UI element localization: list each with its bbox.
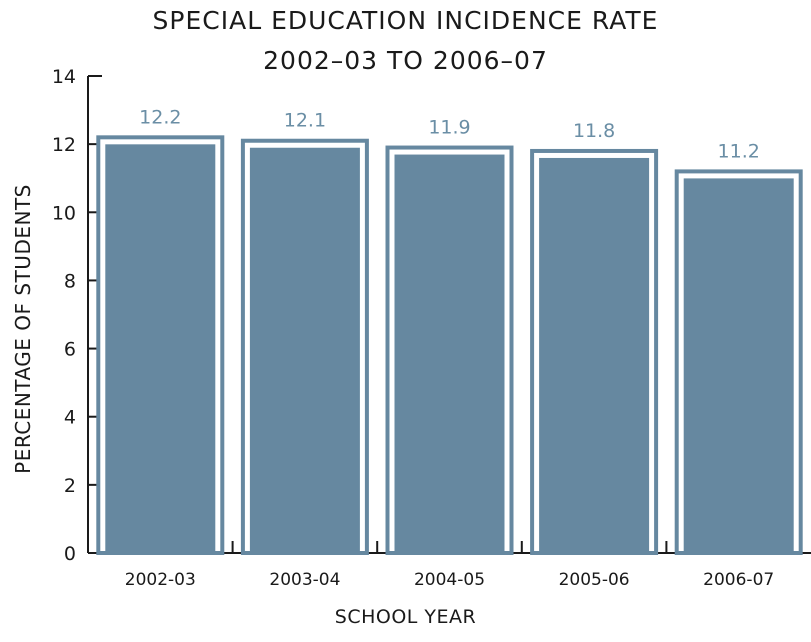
y-tick-label: 14 [52, 66, 76, 88]
y-tick-label: 12 [52, 134, 76, 156]
chart-subtitle: 2002–03 TO 2006–07 [263, 46, 548, 75]
bar [683, 178, 794, 553]
bar [105, 144, 216, 554]
value-label: 12.2 [139, 106, 181, 128]
bar [249, 147, 360, 553]
value-label: 12.1 [284, 110, 326, 132]
x-tick-label: 2003-04 [269, 570, 340, 590]
chart-title: SPECIAL EDUCATION INCIDENCE RATE [152, 6, 659, 35]
y-tick-label: 2 [64, 475, 76, 497]
value-label: 11.8 [573, 120, 615, 142]
bar [394, 154, 505, 554]
x-tick-label: 2004-05 [414, 570, 485, 590]
y-tick-label: 10 [52, 202, 76, 224]
bar [539, 157, 650, 553]
y-tick-label: 6 [64, 339, 76, 361]
y-tick-label: 0 [64, 543, 76, 565]
y-tick-label: 4 [64, 407, 76, 429]
value-label: 11.2 [718, 140, 760, 162]
x-tick-label: 2002-03 [125, 570, 196, 590]
x-axis-label: SCHOOL YEAR [334, 606, 477, 628]
x-tick-label: 2006-07 [703, 570, 774, 590]
y-tick-label: 8 [64, 270, 76, 292]
x-tick-label: 2005-06 [559, 570, 630, 590]
value-label: 11.9 [428, 117, 470, 139]
